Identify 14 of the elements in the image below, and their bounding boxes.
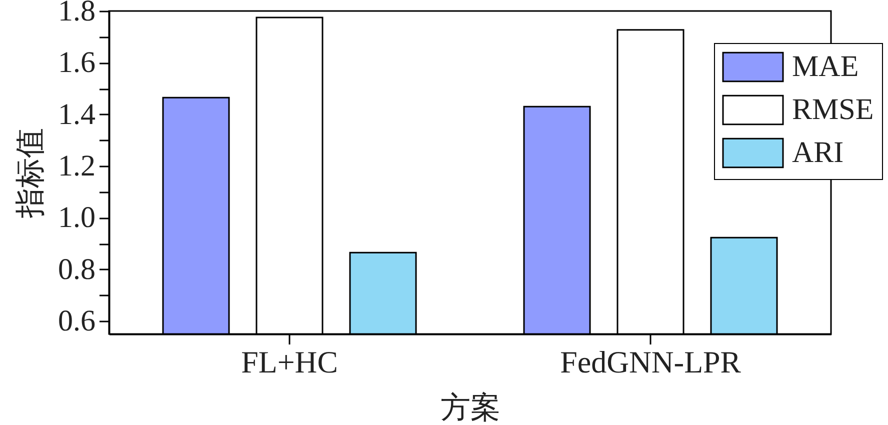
x-tick-label: FL+HC xyxy=(241,344,338,380)
y-axis-title: 指标值 xyxy=(14,128,47,219)
x-axis-title: 方案 xyxy=(440,392,500,424)
y-tick-label: 0.6 xyxy=(58,304,96,338)
y-tick-label: 1.0 xyxy=(58,201,96,234)
y-tick-label: 1.2 xyxy=(58,150,96,183)
y-tick-label: 1.8 xyxy=(58,0,96,28)
legend-label: RMSE xyxy=(792,93,874,126)
x-tick-label: FedGNN-LPR xyxy=(560,344,742,380)
legend-label: ARI xyxy=(792,136,844,169)
y-tick-label: 1.4 xyxy=(58,98,96,131)
y-tick-label: 1.6 xyxy=(58,46,96,80)
legend-label: MAE xyxy=(792,50,859,83)
y-tick-label: 0.8 xyxy=(58,252,96,286)
